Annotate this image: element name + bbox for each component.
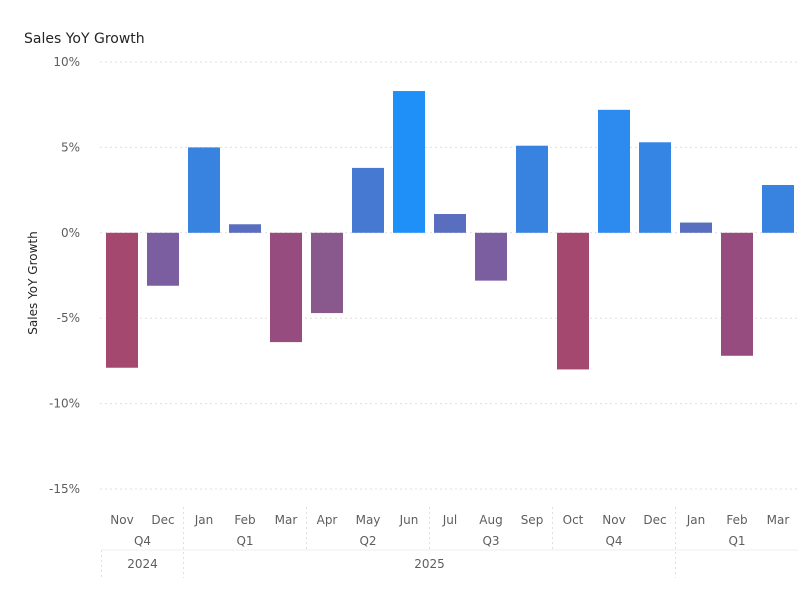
x-tick-label: Nov: [110, 513, 133, 527]
x-tick-label: Mar: [275, 513, 298, 527]
bar-oct: [557, 232, 589, 370]
year-label: 2024: [127, 557, 158, 571]
y-tick-label: -15%: [49, 482, 80, 496]
bar-feb: [229, 224, 261, 233]
bar-apr: [311, 232, 343, 314]
x-tick-label: Dec: [643, 513, 666, 527]
x-tick-label: Mar: [767, 513, 790, 527]
x-tick-label: Oct: [563, 513, 584, 527]
x-tick-label: Jan: [194, 513, 214, 527]
quarter-label: Q4: [134, 534, 151, 548]
bar-sep: [516, 145, 548, 233]
quarter-label: Q1: [236, 534, 253, 548]
bar-nov: [598, 109, 630, 233]
x-tick-label: Feb: [726, 513, 747, 527]
quarter-label: Q4: [605, 534, 622, 548]
x-tick-label: Dec: [151, 513, 174, 527]
bar-jul: [434, 214, 466, 233]
bar-dec: [639, 142, 671, 233]
y-tick-label: -5%: [57, 311, 80, 325]
x-tick-label: Sep: [521, 513, 544, 527]
x-tick-label: Feb: [234, 513, 255, 527]
bar-jan: [188, 147, 220, 233]
y-tick-label: -10%: [49, 397, 80, 411]
year-label: 2025: [414, 557, 445, 571]
x-tick-label: Aug: [479, 513, 502, 527]
quarter-label: Q1: [728, 534, 745, 548]
bar-may: [352, 167, 384, 233]
x-tick-label: Jan: [686, 513, 706, 527]
chart-title: Sales YoY Growth: [24, 31, 145, 47]
quarter-label: Q3: [482, 534, 499, 548]
x-tick-label: Jun: [399, 513, 419, 527]
quarter-label: Q2: [359, 534, 376, 548]
y-tick-label: 0%: [61, 226, 80, 240]
x-tick-label: Nov: [602, 513, 625, 527]
y-tick-label: 5%: [61, 140, 80, 154]
bar-feb: [721, 232, 753, 356]
bar-aug: [475, 232, 507, 281]
bar-dec: [147, 232, 179, 286]
x-tick-label: Jul: [442, 513, 457, 527]
bar-jan: [680, 222, 712, 233]
bar-mar: [270, 232, 302, 343]
bar-nov: [106, 232, 138, 368]
x-tick-label: May: [356, 513, 381, 527]
bar-mar: [762, 184, 794, 233]
y-tick-label: 10%: [53, 55, 80, 69]
bar-jun: [393, 91, 425, 233]
x-tick-label: Apr: [317, 513, 338, 527]
y-axis-label: Sales YoY Growth: [26, 231, 40, 334]
